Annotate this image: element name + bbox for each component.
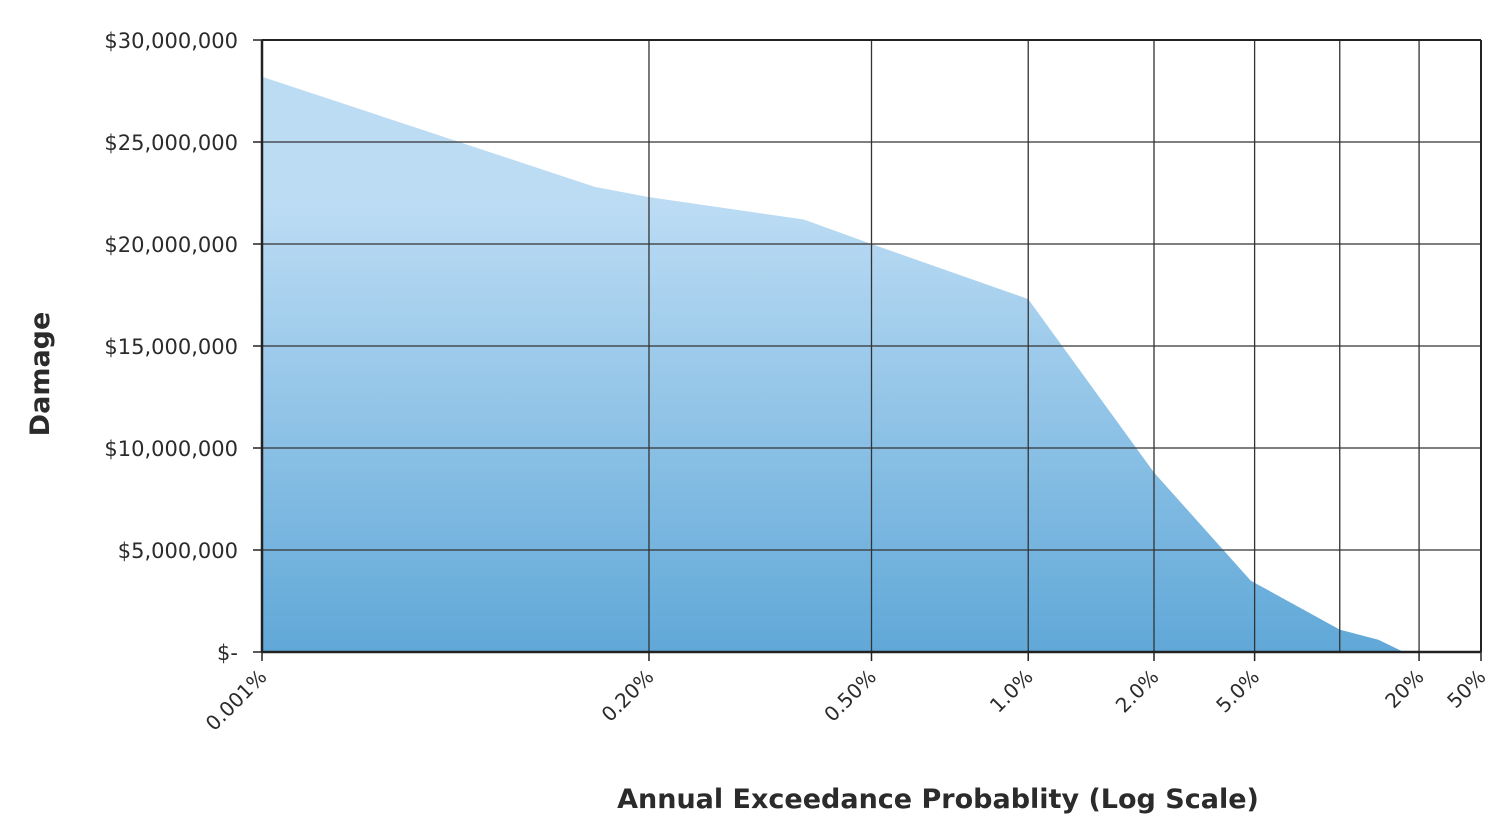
y-tick-label: $5,000,000 <box>118 539 238 563</box>
y-tick-label: $- <box>217 641 238 665</box>
y-tick-label: $15,000,000 <box>104 335 238 359</box>
x-tick-label: 20% <box>1380 665 1428 713</box>
x-tick-label: 0.20% <box>597 665 659 727</box>
y-tick-label: $30,000,000 <box>104 29 238 53</box>
x-tick-label: 1.0% <box>985 665 1038 718</box>
y-tick-label: $25,000,000 <box>104 131 238 155</box>
damage-area-series <box>262 76 1404 652</box>
x-tick-label: 0.50% <box>819 665 881 727</box>
y-tick-label: $20,000,000 <box>104 233 238 257</box>
x-axis-title: Annual Exceedance Probablity (Log Scale) <box>617 784 1259 815</box>
y-axis-title: Damage <box>25 312 56 437</box>
x-tick-label: 2.0% <box>1111 665 1164 718</box>
x-tick-label: 0.001% <box>201 665 272 736</box>
x-tick-label: 5.0% <box>1211 665 1264 718</box>
y-tick-label: $10,000,000 <box>104 437 238 461</box>
x-tick-label: 50% <box>1442 665 1490 713</box>
